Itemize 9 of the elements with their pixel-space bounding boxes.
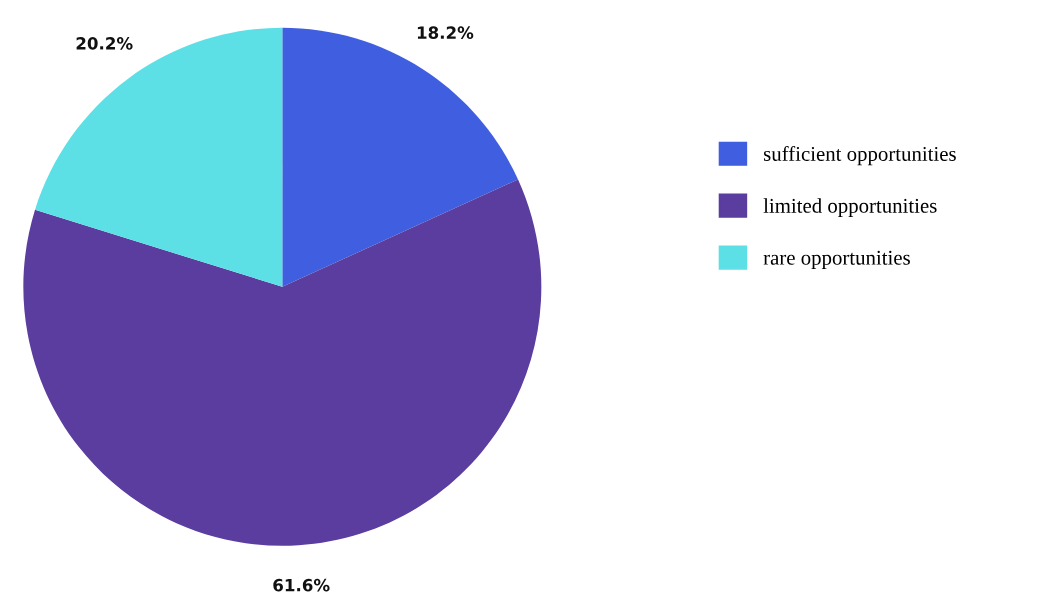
legend-label: rare opportunities [763, 250, 910, 270]
data-label: 61.6% [273, 578, 330, 592]
legend-label: sufficient opportunities [764, 146, 956, 166]
data-label: 18.2% [417, 26, 474, 39]
pie-slice [282, 27, 519, 287]
data-label: 20.2% [76, 37, 133, 50]
pie-slice [23, 179, 542, 546]
pie-slice [35, 27, 283, 287]
legend-label: limited opportunities [763, 198, 937, 218]
